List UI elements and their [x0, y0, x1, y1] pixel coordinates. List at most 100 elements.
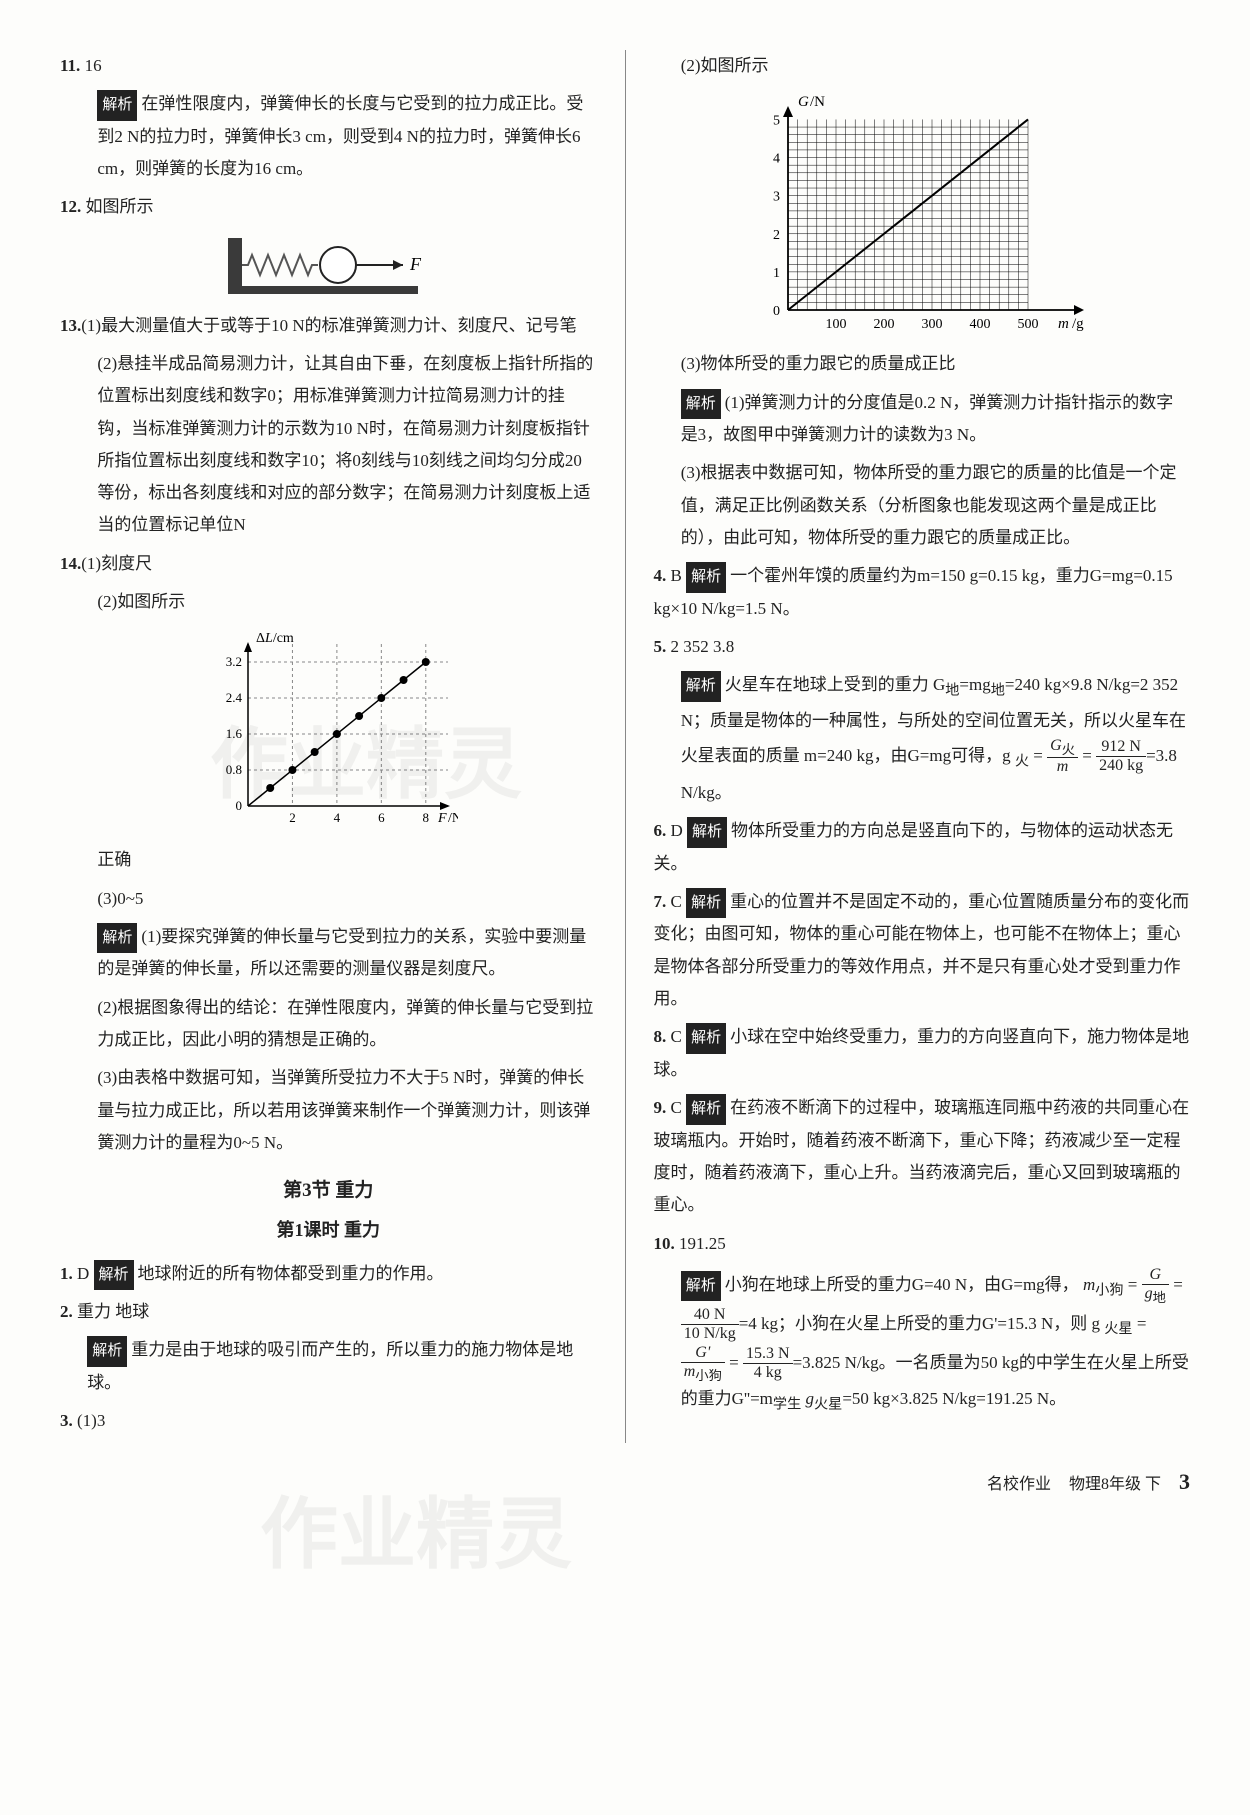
svg-text:0: 0 — [236, 798, 243, 813]
question-number: 7. — [654, 892, 667, 911]
svg-text:2.4: 2.4 — [226, 690, 243, 705]
column-divider — [625, 50, 626, 1443]
analysis-text: 重心的位置并不是固定不动的，重心位置随质量分布的变化而变化；由图可知，物体的重心… — [654, 892, 1190, 1008]
question-12: 12. 如图所示 — [60, 191, 597, 223]
question-13: 13.(1)最大测量值大于或等于10 N的标准弹簧测力计、刻度尺、记号笔 — [60, 310, 597, 342]
analysis-text: 在药液不断滴下的过程中，玻璃瓶连同瓶中药液的共同重心在玻璃瓶内。开始时，随着药液… — [654, 1098, 1190, 1214]
question-1: 1. D 解析地球附近的所有物体都受到重力的作用。 — [60, 1258, 597, 1291]
question-4: 4. B 解析一个霍州年馍的质量约为m=150 g=0.15 kg，重力G=mg… — [654, 560, 1191, 625]
question-6: 6. D 解析物体所受重力的方向总是竖直向下的，与物体的运动状态无关。 — [654, 815, 1191, 880]
question-number: 5. — [654, 637, 667, 656]
answer-text: D — [77, 1264, 89, 1283]
question-number: 1. — [60, 1264, 73, 1283]
question-number: 13. — [60, 316, 81, 335]
question-11: 11. 16 — [60, 50, 597, 82]
svg-text:G: G — [798, 94, 809, 110]
svg-text:500: 500 — [1017, 317, 1038, 332]
question-number: 4. — [654, 566, 667, 585]
analysis-text: =mg — [959, 675, 990, 694]
svg-text:m: m — [1058, 316, 1069, 332]
answer-text: (1)最大测量值大于或等于10 N的标准弹簧测力计、刻度尺、记号笔 — [81, 316, 576, 335]
svg-text:0: 0 — [773, 304, 780, 319]
force-label: F — [409, 254, 422, 274]
question-5: 5. 2 352 3.8 — [654, 631, 1191, 663]
svg-text:6: 6 — [378, 810, 385, 825]
question-number: 12. — [60, 197, 81, 216]
question-number: 10. — [654, 1234, 675, 1253]
analysis-text: 一个霍州年馍的质量约为m=150 g=0.15 kg，重力G=mg=0.15 k… — [654, 566, 1173, 618]
analysis-text: =50 kg×3.825 N/kg=191.25 N。 — [842, 1389, 1066, 1408]
svg-text:3.2: 3.2 — [226, 654, 242, 669]
q3-p3: (3)物体所受的重力跟它的质量成正比 — [654, 348, 1191, 380]
analysis-block: 解析(1)弹簧测力计的分度值是0.2 N，弹簧测力计指针指示的数字是3，故图甲中… — [654, 387, 1191, 452]
analysis-tag: 解析 — [687, 817, 727, 848]
question-10: 10. 191.25 — [654, 1228, 1191, 1260]
analysis-block: 解析重力是由于地球的吸引而产生的，所以重力的施力物体是地球。 — [60, 1334, 597, 1399]
page-number: 3 — [1179, 1461, 1190, 1503]
answer-text: C — [671, 892, 682, 911]
answer-text: 16 — [85, 56, 102, 75]
fraction: 912 N240 kg — [1096, 738, 1146, 776]
analysis-text: (2)根据图象得出的结论：在弹性限度内，弹簧的伸长量与它受到拉力成正比，因此小明… — [60, 992, 597, 1057]
question-2: 2. 重力 地球 — [60, 1296, 597, 1328]
question-number: 2. — [60, 1302, 73, 1321]
answer-text: 2 352 3.8 — [671, 637, 735, 656]
question-13-p2: (2)悬挂半成品简易测力计，让其自由下垂，在刻度板上指针所指的位置标出刻度线和数… — [60, 348, 597, 542]
question-8: 8. C 解析小球在空中始终受重力，重力的方向竖直向下，施力物体是地球。 — [654, 1021, 1191, 1086]
right-column: (2)如图所示 100200300400500012345G/Nm/g (3)物… — [654, 50, 1191, 1443]
two-column-layout: 11. 16 解析在弹性限度内，弹簧伸长的长度与它受到的拉力成正比。受到2 N的… — [60, 50, 1190, 1443]
left-column: 11. 16 解析在弹性限度内，弹簧伸长的长度与它受到的拉力成正比。受到2 N的… — [60, 50, 597, 1443]
question-number: 3. — [60, 1411, 73, 1430]
analysis-text: =4 kg；小狗在火星上所受的重力G'=15.3 N，则 g — [739, 1314, 1100, 1333]
answer-text: D — [671, 821, 683, 840]
question-14-p2: (2)如图所示 — [60, 586, 597, 618]
analysis-text: (3)由表格中数据可知，当弹簧所受拉力不大于5 N时，弹簧的伸长量与拉力成正比，… — [60, 1062, 597, 1159]
analysis-tag: 解析 — [686, 562, 726, 593]
fraction: G'm小狗 — [681, 1344, 725, 1384]
svg-text:F: F — [437, 811, 447, 826]
answer-text: 191.25 — [679, 1234, 726, 1253]
analysis-tag: 解析 — [681, 671, 721, 702]
analysis-text: 重力是由于地球的吸引而产生的，所以重力的施力物体是地球。 — [87, 1340, 573, 1392]
question-number: 14. — [60, 554, 81, 573]
question-number: 6. — [654, 821, 667, 840]
q3-p2: (2)如图所示 — [654, 50, 1191, 82]
analysis-tag: 解析 — [97, 90, 137, 121]
svg-text:1: 1 — [773, 266, 780, 281]
svg-text:2: 2 — [773, 228, 780, 243]
svg-text:1.6: 1.6 — [226, 726, 243, 741]
analysis-text: 小狗在地球上所受的重力G=40 N，由G=mg得， — [725, 1275, 1079, 1294]
svg-text:4: 4 — [334, 810, 341, 825]
subscript: 火 — [1015, 753, 1029, 769]
analysis-text: 火星车在地球上受到的重力 G — [725, 675, 946, 694]
analysis-tag: 解析 — [87, 1336, 127, 1367]
question-14: 14.(1)刻度尺 — [60, 548, 597, 580]
question-number: 11. — [60, 56, 80, 75]
svg-text:0.8: 0.8 — [226, 762, 242, 777]
footer-brand: 名校作业 — [987, 1470, 1051, 1500]
svg-text:100: 100 — [825, 317, 846, 332]
question-3: 3. (1)3 — [60, 1405, 597, 1437]
analysis-block: 解析火星车在地球上受到的重力 G地=mg地=240 kg×9.8 N/kg=2 … — [654, 669, 1191, 809]
analysis-text: 物体所受重力的方向总是竖直向下的，与物体的运动状态无关。 — [654, 821, 1174, 873]
line-chart: 100200300400500012345G/Nm/g — [742, 90, 1102, 340]
analysis-text: 在弹性限度内，弹簧伸长的长度与它受到的拉力成正比。受到2 N的拉力时，弹簧伸长3… — [97, 94, 583, 178]
svg-text:400: 400 — [969, 317, 990, 332]
analysis-text: 小球在空中始终受重力，重力的方向竖直向下，施力物体是地球。 — [654, 1027, 1190, 1079]
answer-text: 重力 地球 — [77, 1302, 149, 1321]
question-number: 8. — [654, 1027, 667, 1046]
svg-text:/g: /g — [1072, 316, 1084, 332]
footer-book: 物理8年级 下 — [1069, 1470, 1161, 1500]
lesson-title: 第1课时 重力 — [60, 1213, 597, 1247]
scatter-chart: 246800.81.62.43.2ΔL/cmF/N — [198, 626, 458, 836]
fraction: G火m — [1047, 737, 1078, 777]
answer-text: (1)刻度尺 — [81, 554, 152, 573]
analysis-tag: 解析 — [681, 1271, 721, 1302]
svg-text:ΔL/cm: ΔL/cm — [256, 631, 294, 646]
analysis-text: (1)要探究弹簧的伸长量与它受到拉力的关系，实验中要测量的是弹簧的伸长量，所以还… — [97, 927, 586, 979]
analysis-tag: 解析 — [97, 923, 137, 954]
fraction: Gg地 — [1142, 1266, 1169, 1306]
svg-text:200: 200 — [873, 317, 894, 332]
svg-text:2: 2 — [289, 810, 296, 825]
question-number: 9. — [654, 1098, 667, 1117]
